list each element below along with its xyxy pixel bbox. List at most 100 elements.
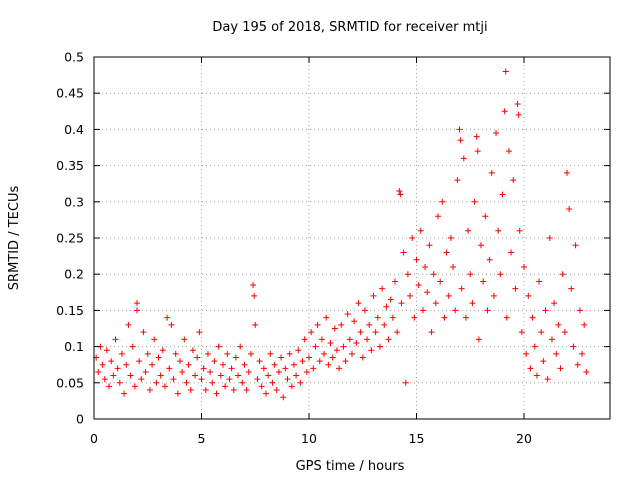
data-point (314, 321, 321, 328)
data-point (200, 365, 207, 372)
data-point (495, 227, 502, 234)
data-point (321, 350, 328, 357)
data-point (308, 329, 315, 336)
data-point (112, 336, 119, 343)
y-tick-label: 0.45 (56, 86, 84, 101)
data-point (445, 292, 452, 299)
data-point (357, 329, 364, 336)
data-point (247, 350, 254, 357)
data-point (338, 321, 345, 328)
data-point (364, 336, 371, 343)
data-point (426, 242, 433, 249)
data-point (329, 354, 336, 361)
data-point (278, 354, 285, 361)
data-point (566, 206, 573, 213)
x-tick-label: 0 (90, 431, 98, 446)
data-point (404, 271, 411, 278)
data-point (164, 314, 171, 321)
data-point (99, 361, 106, 368)
data-point (316, 358, 323, 365)
data-point (323, 314, 330, 321)
x-tick-label: 10 (301, 431, 317, 446)
data-point (441, 314, 448, 321)
data-point (488, 169, 495, 176)
data-point (239, 379, 246, 386)
data-point (389, 314, 396, 321)
data-point (204, 350, 211, 357)
data-point (297, 379, 304, 386)
data-point (123, 361, 130, 368)
data-point (290, 361, 297, 368)
data-point (570, 343, 577, 350)
data-point (424, 289, 431, 296)
data-point (196, 329, 203, 336)
data-point (118, 350, 125, 357)
data-point (336, 365, 343, 372)
data-point (146, 387, 153, 394)
data-point (346, 336, 353, 343)
data-point (312, 343, 319, 350)
y-tick-label: 0.05 (56, 375, 84, 390)
data-point (224, 350, 231, 357)
data-point (351, 318, 358, 325)
data-point (505, 148, 512, 155)
data-point (439, 198, 446, 205)
data-point (282, 365, 289, 372)
data-point (503, 314, 510, 321)
data-point (183, 379, 190, 386)
data-point (407, 292, 414, 299)
data-point (174, 390, 181, 397)
data-point (493, 130, 500, 137)
data-point (469, 300, 476, 307)
data-point (230, 387, 237, 394)
data-point (327, 339, 334, 346)
data-point (114, 365, 121, 372)
data-point (432, 300, 439, 307)
data-point (333, 347, 340, 354)
data-point (251, 292, 258, 299)
data-point (557, 365, 564, 372)
grid-lines (94, 57, 610, 419)
data-point (181, 336, 188, 343)
data-point (136, 358, 143, 365)
data-point (228, 365, 235, 372)
data-point (142, 368, 149, 375)
data-point (243, 387, 250, 394)
data-point (525, 292, 532, 299)
data-point (574, 361, 581, 368)
data-point (325, 361, 332, 368)
x-axis-label: GPS time / hours (296, 459, 405, 474)
data-point (211, 358, 218, 365)
data-point (207, 368, 214, 375)
data-point (415, 282, 422, 289)
data-point (144, 350, 151, 357)
data-point (417, 227, 424, 234)
data-point (456, 126, 463, 133)
data-point (518, 329, 525, 336)
data-point (263, 390, 269, 397)
data-point (275, 368, 282, 375)
data-point (409, 235, 416, 241)
data-point (392, 278, 398, 285)
data-point (318, 336, 325, 343)
data-point (295, 347, 302, 354)
data-point (486, 256, 493, 263)
data-point (129, 343, 136, 350)
data-point (286, 350, 293, 357)
data-point (151, 336, 158, 343)
data-point (254, 376, 261, 383)
data-point (269, 379, 276, 386)
data-point (232, 354, 239, 361)
data-point (435, 213, 441, 220)
data-point (457, 137, 464, 144)
data-point (544, 376, 551, 383)
data-point (187, 387, 194, 394)
data-point (121, 390, 128, 397)
data-point (482, 213, 489, 220)
data-point (443, 249, 450, 256)
data-point (428, 329, 435, 336)
data-point (108, 358, 115, 365)
data-point (531, 343, 538, 350)
data-point (572, 242, 579, 249)
data-point (265, 372, 272, 379)
